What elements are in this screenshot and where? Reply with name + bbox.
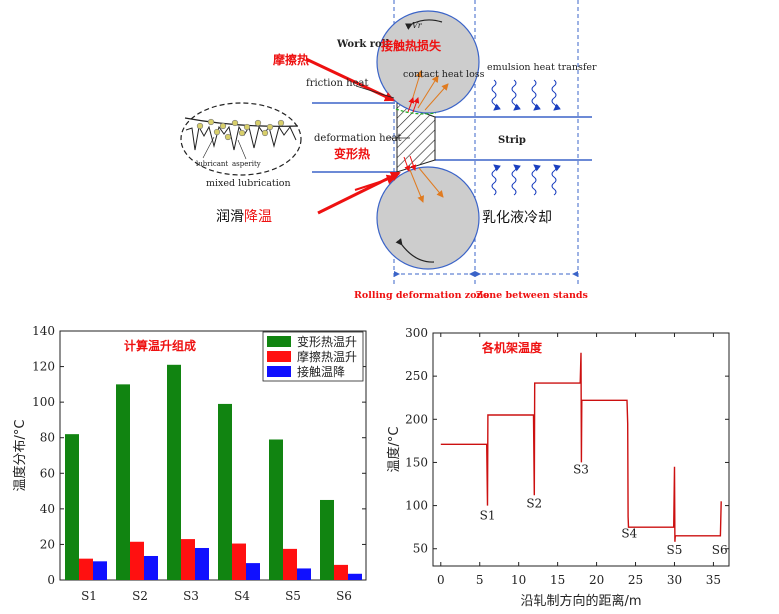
bar-y-tick-label: 140 <box>32 324 55 338</box>
bar <box>283 548 297 580</box>
stand-annotation: S3 <box>573 463 589 477</box>
line-x-axis-label: 沿轧制方向的距离/m <box>520 593 641 609</box>
rolling-zone-label: Rolling deformation zone <box>354 290 489 301</box>
stand-annotation: S4 <box>621 527 637 541</box>
bar <box>181 539 195 580</box>
bar <box>334 564 348 580</box>
line-x-tick-label: 0 <box>437 573 445 587</box>
bar-y-axis-label: 温度分布/°C <box>12 420 28 492</box>
asperity-profile <box>185 125 297 151</box>
friction-heat-label: friction heat <box>306 78 368 89</box>
line-y-tick-label: 150 <box>405 455 428 469</box>
bar <box>93 561 107 580</box>
line-x-tick-label: 15 <box>550 573 565 587</box>
bar-plot-frame <box>59 330 367 581</box>
bar-legend-swatch <box>267 366 291 377</box>
bar <box>348 573 362 580</box>
bar-legend-label: 变形热温升 <box>297 334 357 349</box>
rolling-diagram: Work roll Vr 接触热损失 摩擦热 friction heat con… <box>180 0 597 301</box>
bar-x-tick-label: S4 <box>234 589 250 603</box>
deformation-heat-cn-label: 变形热 <box>334 146 370 161</box>
bar-x-tick-label: S5 <box>285 589 301 603</box>
temperature-series-line <box>440 352 722 542</box>
line-plot-frame <box>432 332 730 567</box>
bar <box>116 384 130 580</box>
roll-rotation-arrow-lower <box>395 238 435 263</box>
bar-y-tick-label: 40 <box>40 502 55 516</box>
friction-heat-pointer <box>355 85 395 99</box>
bar <box>130 541 144 580</box>
bar-legend-label: 摩擦热温升 <box>297 349 357 364</box>
bar-x-tick-label: S2 <box>132 589 148 603</box>
line-x-tick-label: 30 <box>667 573 682 587</box>
line-y-tick-label: 50 <box>413 542 428 556</box>
bar-x-tick-label: S1 <box>81 589 97 603</box>
line-x-tick-label: 5 <box>476 573 484 587</box>
emulsion-cooling-cn-label: 乳化液冷却 <box>482 210 552 226</box>
line-chart-title: 各机架温度 <box>481 340 543 355</box>
deformation-heat-label: deformation heat <box>314 133 401 144</box>
stand-temperature-line-chart: 50 100 150 200 250 300 0 5 10 15 20 25 30 35 S1 S2 S3 S4 S… <box>386 326 730 609</box>
bar <box>297 568 311 580</box>
line-x-tick-label: 20 <box>589 573 604 587</box>
stand-annotation: S5 <box>667 543 683 557</box>
bar <box>232 543 246 580</box>
bar-y-tick-label: 0 <box>47 573 55 587</box>
mixed-lubrication-label: mixed lubrication <box>206 178 291 189</box>
line-y-tick-label: 300 <box>405 326 428 340</box>
between-stands-label: Zone between stands <box>476 290 588 301</box>
bar <box>195 547 209 580</box>
bar <box>218 403 232 580</box>
bar-y-tick-label: 20 <box>40 537 55 551</box>
friction-heat-cn-label: 摩擦热 <box>273 52 309 67</box>
lubricant-droplets <box>196 118 285 141</box>
bar <box>246 563 260 580</box>
line-y-tick-label: 250 <box>405 369 428 383</box>
contact-arc <box>395 108 437 115</box>
bar <box>79 558 93 580</box>
bar-x-tick-label: S6 <box>336 589 352 603</box>
temperature-rise-bar-chart: 0 20 40 60 80 100 120 140 S1 S2 S3 S4 S5 S6 温度分布/°C 计算温… <box>12 324 367 603</box>
bar <box>269 439 283 580</box>
stand-annotation: S2 <box>526 496 542 510</box>
emulsion-heat-transfer-label: emulsion heat transfer <box>487 62 597 73</box>
lower-work-roll <box>376 166 480 270</box>
bar-y-tick-label: 120 <box>32 360 55 374</box>
bar <box>144 555 158 580</box>
stand-annotation: S1 <box>480 508 496 522</box>
bar-y-tick-label: 80 <box>40 431 55 445</box>
strip-label: Strip <box>498 135 526 146</box>
vr-label: Vr <box>412 21 423 30</box>
line-y-axis-label: 温度/°C <box>386 427 402 473</box>
bar-chart-title: 计算温升组成 <box>124 338 196 353</box>
lubricant-label: lubricant <box>196 160 228 168</box>
line-y-tick-label: 100 <box>405 499 428 513</box>
mixed-lubrication-inset <box>180 102 302 176</box>
bar-y-tick-label: 100 <box>32 395 55 409</box>
upper-work-roll <box>376 10 480 114</box>
line-y-tick-label: 200 <box>405 412 428 426</box>
work-roll-label: Work roll <box>336 39 390 50</box>
bar <box>320 499 334 580</box>
bar-legend-swatch <box>267 351 291 362</box>
contact-heat-loss-label: contact heat loss <box>403 69 485 80</box>
bar-y-tick-label: 60 <box>40 466 55 480</box>
bar <box>167 364 181 580</box>
bar-legend-swatch <box>267 336 291 347</box>
stand-annotation: S6 <box>712 543 728 557</box>
roll-rotation-arrow-upper <box>405 19 443 30</box>
bar-legend-label: 接触温降 <box>297 364 345 379</box>
line-x-tick-label: 25 <box>628 573 643 587</box>
deformation-heat-arrow <box>354 174 397 191</box>
line-x-tick-label: 10 <box>511 573 526 587</box>
bar-x-tick-label: S3 <box>183 589 199 603</box>
emulsion-heat-transfer-arrows <box>491 79 561 196</box>
lubrication-cooling-cn-label: 润滑降温 <box>216 208 272 225</box>
line-x-tick-label: 35 <box>706 573 721 587</box>
asperity-label: asperity <box>232 160 261 168</box>
contact-heat-loss-cn-label: 接触热损失 <box>381 38 442 53</box>
bar <box>65 434 79 580</box>
